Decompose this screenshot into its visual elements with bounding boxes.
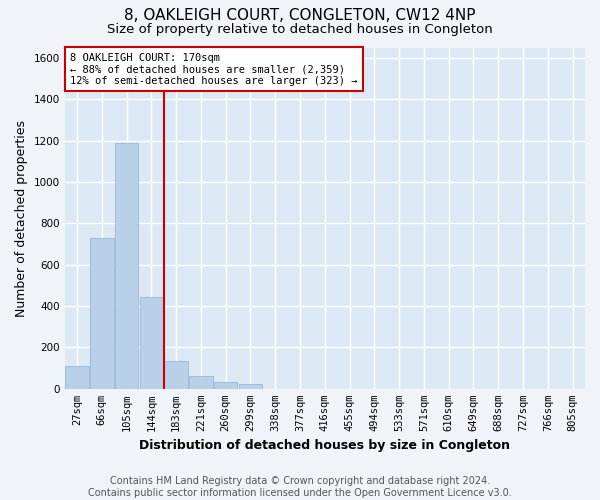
Bar [90, 238, 113, 389]
Text: 8 OAKLEIGH COURT: 170sqm
← 88% of detached houses are smaller (2,359)
12% of sem: 8 OAKLEIGH COURT: 170sqm ← 88% of detach… [70, 52, 358, 86]
Bar [90, 238, 113, 389]
Bar [65, 366, 89, 389]
Bar [115, 142, 139, 389]
Bar [189, 376, 213, 389]
Bar [189, 376, 213, 389]
Bar [65, 366, 89, 389]
Bar [239, 384, 262, 389]
Bar [214, 382, 238, 389]
Text: Contains HM Land Registry data © Crown copyright and database right 2024.
Contai: Contains HM Land Registry data © Crown c… [88, 476, 512, 498]
Bar [239, 384, 262, 389]
Y-axis label: Number of detached properties: Number of detached properties [15, 120, 28, 316]
Bar [164, 361, 188, 389]
Bar [140, 297, 163, 389]
X-axis label: Distribution of detached houses by size in Congleton: Distribution of detached houses by size … [139, 440, 511, 452]
Bar [115, 142, 139, 389]
Bar [214, 382, 238, 389]
Bar [164, 361, 188, 389]
Text: Size of property relative to detached houses in Congleton: Size of property relative to detached ho… [107, 22, 493, 36]
Bar [140, 297, 163, 389]
Text: 8, OAKLEIGH COURT, CONGLETON, CW12 4NP: 8, OAKLEIGH COURT, CONGLETON, CW12 4NP [124, 8, 476, 22]
